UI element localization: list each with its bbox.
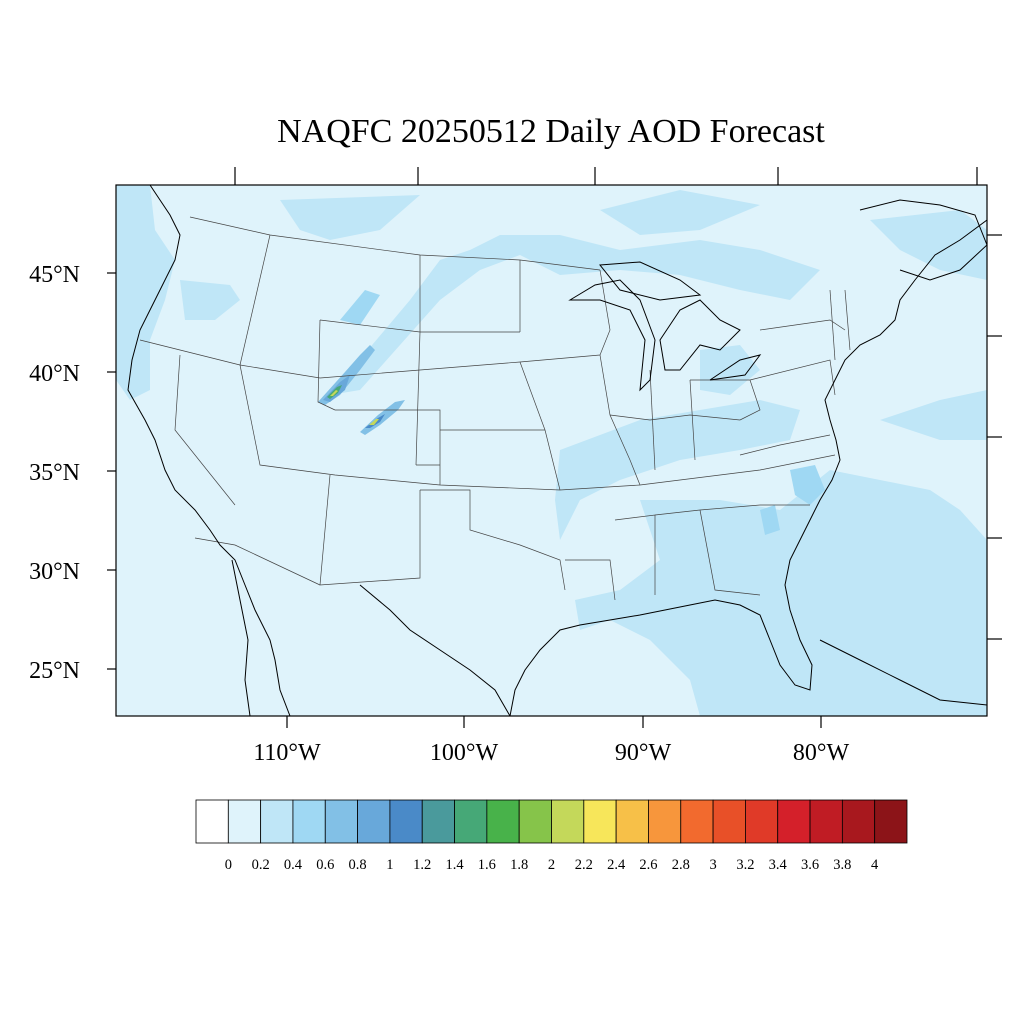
state-borders [139, 216, 851, 601]
colorbar-swatch [777, 799, 811, 844]
colorbar-label: 1.4 [445, 857, 464, 873]
colorbar-swatch [454, 799, 488, 844]
lat-label-35n: 35°N [29, 460, 80, 486]
colorbar-label: 0.4 [284, 857, 303, 873]
colorbar-swatch [712, 799, 746, 844]
colorbar-swatch [357, 799, 391, 844]
colorbar-swatch [227, 799, 262, 844]
colorbar-label: 1 [386, 857, 393, 873]
colorbar-label: 3 [709, 857, 716, 873]
lon-label-110w: 110°W [253, 740, 321, 766]
colorbar-swatch [745, 799, 779, 844]
map-ticks [107, 167, 1002, 728]
colorbar-swatch [486, 799, 520, 844]
aod-field-medium [116, 185, 987, 716]
colorbar-swatch [389, 799, 423, 844]
colorbar-swatch [680, 799, 714, 844]
colorbar-label: 0 [225, 857, 232, 873]
lon-label-90w: 90°W [615, 740, 672, 766]
colorbar-swatch [292, 799, 326, 844]
map-frame [115, 184, 988, 717]
colorbar-label: 0.8 [349, 857, 367, 873]
colorbar-label: 2.8 [672, 857, 690, 873]
colorbar-label: 3.6 [801, 857, 819, 873]
lat-label-45n: 45°N [29, 262, 80, 288]
colorbar-label: 2.4 [607, 857, 626, 873]
colorbar-swatch [841, 799, 876, 844]
lat-label-30n: 30°N [29, 559, 80, 585]
colorbar-label: 2.2 [575, 857, 593, 873]
lat-label-25n: 25°N [29, 658, 80, 684]
colorbar-swatch [518, 799, 552, 844]
colorbar-label: 3.4 [769, 857, 788, 873]
colorbar-label: 3.2 [736, 857, 754, 873]
map-panel: 45°N 40°N 35°N 30°N 25°N 110°W 100°W 90°… [29, 167, 1002, 766]
lat-label-40n: 40°N [29, 361, 80, 387]
colorbar-swatch [260, 799, 294, 844]
coastline [127, 185, 987, 716]
colorbar-swatch [421, 799, 455, 844]
colorbar-swatch [324, 799, 358, 844]
colorbar-label: 2 [548, 857, 555, 873]
aod-plume-2 [360, 400, 405, 435]
colorbar: 0 0.2 0.4 0.6 0.8 1 1.2 1.4 1.6 1.8 2 2.2 2.4 2.6 2.8 3… [195, 799, 908, 873]
aod-field-high [340, 290, 825, 535]
map-title: NAQFC 20250512 Daily AOD Forecast [277, 113, 825, 150]
colorbar-label: 2.6 [639, 857, 657, 873]
colorbar-label: 0.2 [252, 857, 270, 873]
aod-plume-1 [318, 345, 375, 405]
lon-label-100w: 100°W [430, 740, 499, 766]
colorbar-swatch [583, 799, 617, 844]
colorbar-label: 4 [871, 857, 879, 873]
colorbar-swatch [648, 799, 682, 844]
colorbar-label: 1.2 [413, 857, 431, 873]
colorbar-swatch [874, 799, 908, 844]
lon-label-80w: 80°W [793, 740, 850, 766]
colorbar-label: 1.6 [478, 857, 496, 873]
colorbar-swatch [551, 799, 585, 844]
colorbar-label: 0.6 [316, 857, 334, 873]
colorbar-label: 1.8 [510, 857, 528, 873]
colorbar-swatch [809, 799, 843, 844]
colorbar-swatch [195, 799, 229, 844]
colorbar-swatch [615, 799, 649, 844]
colorbar-label: 3.8 [833, 857, 851, 873]
